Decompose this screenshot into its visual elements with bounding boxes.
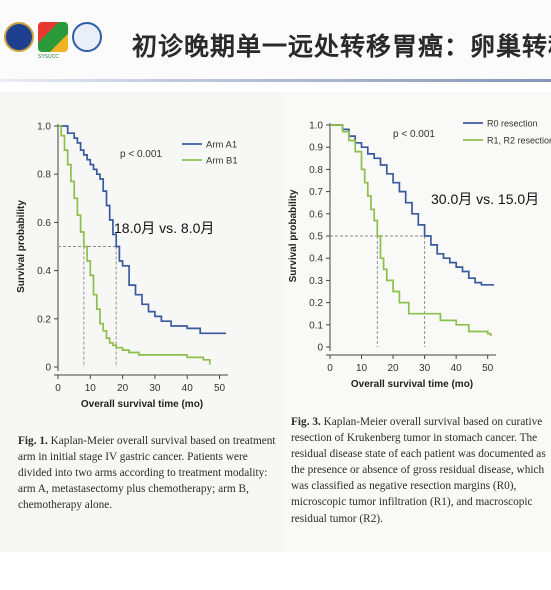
y-tick-label: 0.2 (309, 298, 323, 309)
median-survival-annotation: 30.0月 vs. 15.0月 (431, 191, 539, 207)
survival-curve-1 (58, 125, 211, 365)
x-tick-label: 30 (149, 383, 161, 394)
x-tick-label: 10 (356, 363, 368, 374)
p-value-label: p < 0.001 (120, 149, 162, 160)
y-tick-label: 0.3 (309, 276, 323, 287)
p-value-label: p < 0.001 (393, 129, 435, 140)
y-tick-label: 0 (317, 343, 323, 354)
survival-curve-0 (58, 125, 226, 335)
x-tick-label: 0 (55, 383, 61, 394)
survival-curve-0 (330, 124, 494, 286)
y-tick-label: 0.6 (309, 209, 323, 220)
hospital-emblem-icon (72, 22, 102, 52)
y-tick-label: 0.8 (37, 170, 51, 181)
legend-label-1: Arm B1 (206, 156, 238, 167)
sysucc-caption: SYSUCC (38, 54, 59, 60)
y-tick-label: 0.6 (37, 218, 51, 229)
y-tick-label: 0.4 (309, 254, 323, 265)
x-tick-label: 20 (117, 383, 129, 394)
x-tick-label: 10 (85, 383, 97, 394)
y-tick-label: 0.4 (37, 266, 51, 277)
x-tick-label: 0 (327, 363, 333, 374)
slide-header: SYSUCC 初诊晚期单一远处转移胃癌：卵巢转移 (0, 0, 551, 80)
kaplan-meier-chart-arm: 0 0.2 0.4 0.6 0.8 1.0 0 10 20 30 40 50 Overall survi… (16, 122, 238, 411)
x-tick-label: 50 (482, 363, 494, 374)
sysucc-logo-icon (38, 22, 68, 52)
x-axis-label: Overall survival time (mo) (351, 379, 473, 390)
y-tick-label: 1.0 (37, 122, 51, 133)
figure1-panel (0, 92, 283, 552)
y-axis-label: Survival probability (288, 189, 299, 282)
survival-curve-1 (330, 124, 492, 336)
x-tick-label: 40 (451, 363, 463, 374)
header-divider (0, 79, 551, 82)
figure2-caption: Fig. 3. Kaplan-Meier overall survival ba… (291, 414, 548, 527)
kaplan-meier-chart-resection: 0 0.1 0.2 0.3 0.4 0.5 0.6 0.7 0.8 0.9 1.0 0 10 20 30 40… (288, 119, 551, 391)
y-tick-label: 0.8 (309, 165, 323, 176)
figure2-panel (283, 92, 551, 552)
y-tick-label: 0 (45, 363, 51, 374)
y-tick-label: 0.9 (309, 143, 323, 154)
median-survival-annotation: 18.0月 vs. 8.0月 (114, 220, 214, 236)
x-tick-label: 40 (182, 383, 194, 394)
legend-label-1: R1, R2 resection (487, 136, 551, 146)
y-tick-label: 0.2 (37, 314, 51, 325)
y-tick-label: 0.7 (309, 187, 323, 198)
figure1-caption-text: Kaplan-Meier overall survival based on t… (18, 435, 276, 512)
figure2-caption-text: Kaplan-Meier overall survival based on c… (291, 416, 546, 525)
university-seal-icon (4, 22, 34, 52)
x-tick-label: 20 (388, 363, 400, 374)
legend-label-0: Arm A1 (206, 140, 237, 151)
y-axis-label: Survival probability (16, 200, 27, 293)
y-tick-label: 0.1 (309, 320, 323, 331)
slide-title: 初诊晚期单一远处转移胃癌：卵巢转移 (132, 32, 551, 61)
legend-label-0: R0 resection (487, 119, 538, 129)
y-tick-label: 0.5 (309, 232, 323, 243)
y-tick-label: 1.0 (309, 121, 323, 132)
x-tick-label: 30 (419, 363, 431, 374)
figure2-caption-label: Fig. 3. (291, 416, 321, 428)
logo-group (4, 22, 102, 52)
x-tick-label: 50 (214, 383, 226, 394)
x-axis-label: Overall survival time (mo) (81, 399, 203, 410)
figure1-caption-label: Fig. 1. (18, 435, 48, 447)
figure1-caption: Fig. 1. Kaplan-Meier overall survival ba… (18, 433, 280, 513)
